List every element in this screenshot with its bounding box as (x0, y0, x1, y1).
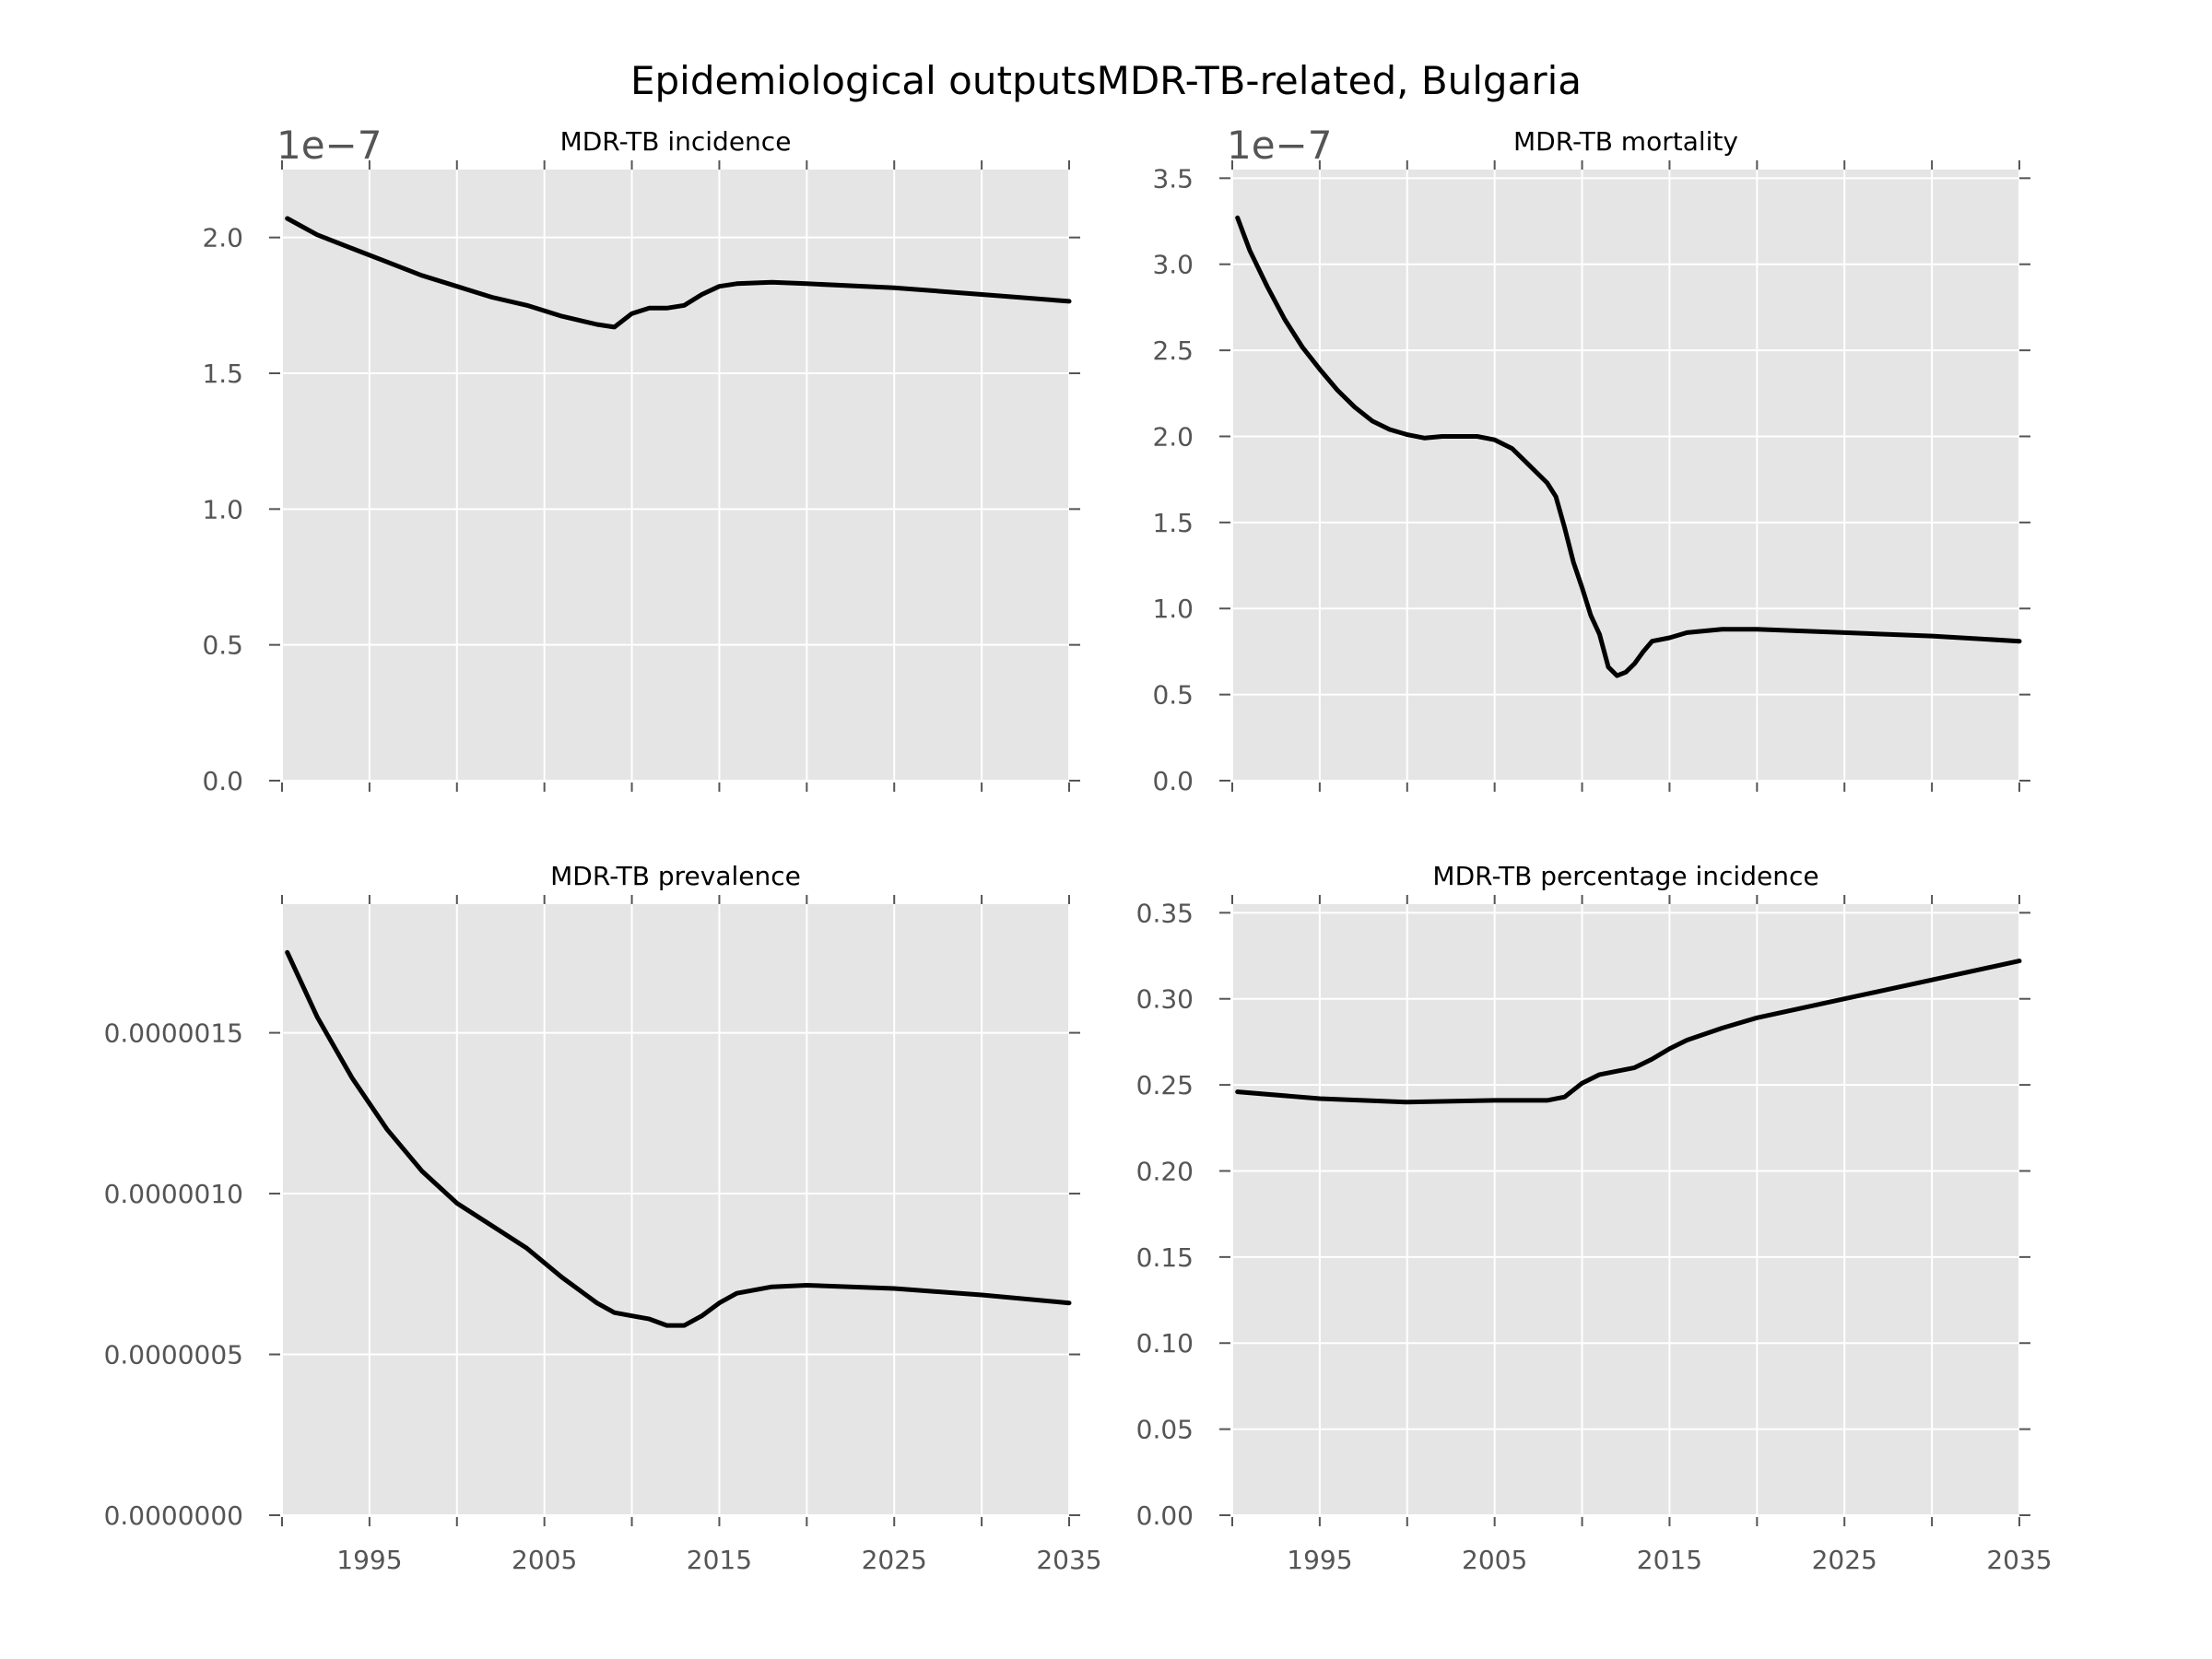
y-tick-label: 0.35 (1136, 898, 1194, 928)
y-tick-label: 0.0000010 (104, 1179, 243, 1209)
y-tick-label: 0.5 (1152, 680, 1194, 711)
x-tick-label: 2005 (1462, 1545, 1527, 1575)
y-tick-label: 1.0 (1152, 594, 1194, 624)
y-tick-label: 1.5 (202, 359, 243, 389)
y-tick-label: 1.5 (1152, 508, 1194, 538)
y-tick-label: 0.15 (1136, 1242, 1194, 1273)
y-tick-label: 0.0000005 (104, 1340, 243, 1371)
x-tick-label: 1995 (336, 1545, 402, 1575)
y-tick-label: 0.30 (1136, 984, 1194, 1015)
panel-mdr-tb-mortality: 0.0 0.5 1.0 1.5 2.0 2.5 3.0 3.5 1e−7 MDR-TB morta… (1152, 123, 2030, 796)
y-tick-label: 3.5 (1152, 163, 1194, 194)
y-tick-label: 0.0 (202, 766, 243, 796)
y-tick-label: 3.0 (1152, 250, 1194, 280)
y-offset-label: 1e−7 (276, 123, 382, 168)
series-line (1235, 959, 2022, 1105)
y-tick-label: 1.0 (202, 494, 243, 524)
x-tick-label: 2025 (1812, 1545, 1877, 1575)
plot-area (282, 170, 1069, 781)
x-tick-label: 1995 (1287, 1545, 1352, 1575)
y-offset-label: 1e−7 (1227, 123, 1332, 168)
y-tick-label: 0.25 (1136, 1070, 1194, 1100)
y-tick-label: 0.05 (1136, 1415, 1194, 1445)
figure-title: Epidemiological outputsMDR-TB-related, B… (630, 58, 1582, 103)
series-line (1235, 215, 2022, 678)
x-tick-label: 2015 (1637, 1545, 1702, 1575)
plot-area (1232, 904, 2019, 1515)
x-tick-label: 2035 (1036, 1545, 1101, 1575)
x-tick-label: 2005 (512, 1545, 577, 1575)
y-tick-label: 0.0 (1152, 766, 1194, 796)
y-tick-label: 2.0 (1152, 421, 1194, 452)
y-tick-label: 2.0 (202, 223, 243, 253)
panel-title: MDR-TB mortality (1513, 126, 1738, 157)
panel-title: MDR-TB incidence (560, 126, 792, 157)
plot-area (1232, 170, 2019, 781)
x-tick-label: 2015 (687, 1545, 752, 1575)
y-tick-label: 0.0000015 (104, 1018, 243, 1049)
panel-mdr-tb-prevalence: 1995 2005 2015 2025 2035 0.0000000 0.0000005 0.… (104, 861, 1102, 1575)
plot-area (282, 904, 1069, 1515)
y-tick-label: 2.5 (1152, 335, 1194, 366)
panel-mdr-tb-incidence: 0.0 0.5 1.0 1.5 2.0 1e−7 MDR-TB incidence (202, 123, 1080, 796)
x-tick-label: 2025 (862, 1545, 927, 1575)
series-line (285, 216, 1072, 330)
y-tick-label: 0.20 (1136, 1156, 1194, 1186)
x-tick-label: 2035 (1986, 1545, 2052, 1575)
panel-title: MDR-TB percentage incidence (1432, 861, 1818, 891)
series-line (285, 949, 1072, 1328)
y-tick-label: 0.0000000 (104, 1500, 243, 1531)
panel-title: MDR-TB prevalence (550, 861, 801, 891)
y-tick-label: 0.5 (202, 630, 243, 661)
y-tick-label: 0.00 (1136, 1500, 1194, 1531)
panel-mdr-tb-percentage-incidence: 1995 2005 2015 2025 2035 0.00 0.05 0.10 0.15 0.20… (1136, 861, 2053, 1575)
y-tick-label: 0.10 (1136, 1328, 1194, 1359)
